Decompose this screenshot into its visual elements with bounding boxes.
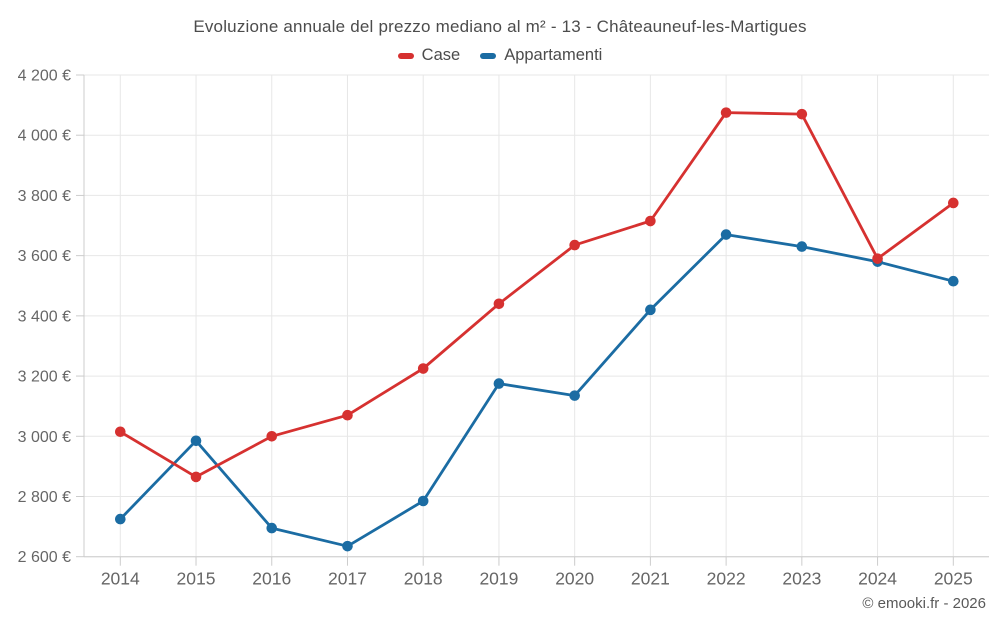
- series-line-appartamenti: [118, 233, 955, 548]
- series-line-case: [118, 111, 955, 479]
- data-point-case-2021[interactable]: [645, 215, 656, 227]
- x-tick-label-2017: 2017: [328, 569, 367, 589]
- data-point-appartamenti-2014[interactable]: [115, 513, 126, 525]
- data-point-appartamenti-2016[interactable]: [266, 522, 278, 534]
- data-point-appartamenti-2019[interactable]: [493, 378, 505, 389]
- data-point-appartamenti-2023[interactable]: [796, 241, 808, 252]
- data-point-case-2018[interactable]: [417, 363, 429, 374]
- x-tick-label-2020: 2020: [555, 569, 594, 589]
- y-tick-label: 3 800 €: [18, 188, 71, 205]
- x-tick-label-2015: 2015: [177, 569, 216, 589]
- copyright[interactable]: © emooki.fr - 2026: [862, 595, 986, 612]
- chart-title: Evoluzione annuale del prezzo mediano al…: [193, 17, 807, 36]
- data-point-appartamenti-2022[interactable]: [720, 229, 732, 240]
- y-tick-label: 3 000 €: [18, 429, 71, 446]
- legend: Case Appartamenti: [0, 46, 1000, 65]
- y-tick-label: 4 000 €: [18, 128, 71, 145]
- data-point-appartamenti-2021[interactable]: [645, 304, 656, 316]
- data-point-appartamenti-2025[interactable]: [948, 275, 959, 287]
- y-tick-label: 2 600 €: [18, 549, 71, 566]
- y-tick-label: 2 800 €: [18, 489, 71, 506]
- legend-swatch-case-icon: [397, 52, 414, 59]
- y-tick-label: 3 600 €: [18, 248, 71, 265]
- y-tick-label: 3 200 €: [18, 369, 71, 386]
- data-point-case-2020[interactable]: [569, 239, 580, 251]
- legend-label-appartamenti: Appartamenti: [504, 46, 603, 64]
- x-tick-label-2018: 2018: [404, 569, 443, 589]
- x-tick-label-2023: 2023: [782, 569, 821, 589]
- data-point-case-2015[interactable]: [190, 471, 202, 483]
- legend-swatch-appartamenti-icon: [480, 52, 497, 59]
- data-point-case-2016[interactable]: [266, 430, 278, 442]
- data-point-case-2025[interactable]: [948, 197, 959, 209]
- x-tick-label-2024: 2024: [858, 569, 897, 589]
- data-point-case-2019[interactable]: [493, 298, 505, 310]
- x-tick-label-2016: 2016: [252, 569, 291, 589]
- data-point-case-2014[interactable]: [115, 426, 126, 438]
- y-tick-label: 4 200 €: [18, 68, 71, 85]
- x-tick-label-2025: 2025: [934, 569, 973, 589]
- data-point-case-2017[interactable]: [342, 409, 353, 421]
- legend-label-case: Case: [421, 46, 461, 64]
- x-tick-label-2019: 2019: [479, 569, 518, 589]
- y-tick-label: 3 400 €: [18, 308, 71, 325]
- data-point-appartamenti-2015[interactable]: [190, 435, 202, 447]
- data-point-case-2023[interactable]: [796, 108, 808, 120]
- data-point-case-2022[interactable]: [720, 107, 732, 118]
- legend-item-case[interactable]: Case: [397, 46, 461, 65]
- data-point-appartamenti-2020[interactable]: [569, 390, 580, 401]
- data-point-appartamenti-2017[interactable]: [342, 540, 353, 552]
- x-tick-label-2014: 2014: [101, 569, 140, 589]
- x-tick-label-2021: 2021: [631, 569, 670, 589]
- data-point-case-2024[interactable]: [872, 253, 883, 264]
- legend-item-appartamenti[interactable]: Appartamenti: [480, 46, 602, 65]
- data-point-appartamenti-2018[interactable]: [417, 495, 429, 507]
- x-tick-label-2022: 2022: [707, 569, 746, 589]
